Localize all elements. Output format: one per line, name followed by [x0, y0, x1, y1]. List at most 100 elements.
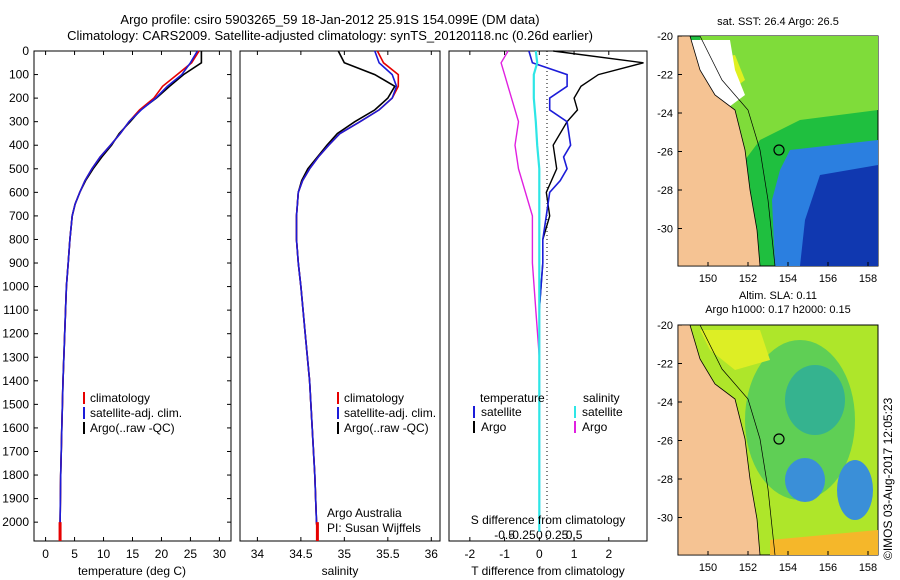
x-tick-label: 10 — [97, 547, 111, 561]
sst-shelf-contour — [699, 35, 776, 267]
depth-tick-labels: 0 100 200 300 400 500 600 700 800 900 1000 1100 1200… — [2, 44, 647, 529]
sla-land — [677, 324, 761, 556]
depth-tick-label: 100 — [9, 68, 29, 82]
depth-tick-label: 200 — [9, 91, 29, 105]
lat-tick-label: -20 — [657, 31, 673, 43]
legend-label-satellite: satellite-adj. clim. — [90, 406, 182, 420]
legend-head-temperature: temperature — [480, 391, 545, 405]
sla-eddy-2 — [785, 458, 825, 502]
x-tick-label: 34.5 — [289, 547, 313, 561]
lat-tick-label: -30 — [657, 513, 673, 525]
lon-tick-label: 156 — [819, 273, 837, 285]
sst-white-missing — [690, 40, 745, 110]
salinity-xlabel: salinity — [322, 564, 359, 578]
temperature-legend: climatology satellite-adj. clim. Argo(..… — [83, 391, 182, 435]
lat-tick-label: -30 — [657, 224, 673, 236]
depth-tick-label: 1600 — [2, 421, 29, 435]
x-tick-label: 15 — [126, 547, 140, 561]
depth-tick-label: 0 — [22, 44, 29, 58]
lon-tick-label: 152 — [739, 562, 757, 574]
salinity-plot-frame — [239, 50, 441, 542]
x-tick-label: -2 — [465, 547, 476, 561]
lat-tick-label: -20 — [657, 320, 673, 332]
sla-map-field — [700, 330, 878, 555]
sla-lat-ticks: -20 -22 -24 -26 -28 -30 — [657, 320, 682, 525]
depth-tick-label: 800 — [9, 232, 29, 246]
sla-eddy-3 — [837, 460, 873, 520]
sla-eddy-1 — [785, 365, 845, 435]
depth-tick-label: 1300 — [2, 350, 29, 364]
salinity-panel: 34 34.5 35 35.5 36 salinity climatology sate… — [239, 50, 441, 578]
imos-timestamp: ©IMOS 03-Aug-2017 12:05:23 — [881, 397, 895, 560]
lat-tick-label: -22 — [657, 70, 673, 82]
lat-tick-label: -24 — [657, 108, 673, 120]
sst-map-title: sat. SST: 26.4 Argo: 26.5 — [717, 16, 839, 28]
sst-lon-ticks: 150 152 154 156 158 — [699, 262, 877, 285]
sst-warm-region — [700, 36, 878, 160]
lon-tick-label: 152 — [739, 273, 757, 285]
depth-tick-label: 1900 — [2, 492, 29, 506]
depth-tick-label: 1800 — [2, 468, 29, 482]
legend-head-salinity: salinity — [583, 391, 620, 405]
x-tick-label: 25 — [184, 547, 198, 561]
argo-position-marker — [773, 144, 785, 156]
argo-position-marker — [773, 433, 785, 445]
lon-tick-label: 154 — [779, 562, 797, 574]
difference-lines — [500, 50, 644, 532]
lat-tick-label: -28 — [657, 185, 673, 197]
difference-panel: -2 -1 0 1 2 -0.5-0.25 0 0.250.5 T difference fr… — [448, 50, 648, 578]
depth-tick-label: 1400 — [2, 374, 29, 388]
sla-map-title-2: Argo h1000: 0.17 h2000: 0.15 — [705, 304, 851, 316]
s-tick-label: 0 — [536, 528, 543, 542]
depth-tick-label: 500 — [9, 162, 29, 176]
s-tick-label: -0.25 — [508, 528, 536, 542]
x-tick-label: 30 — [213, 547, 227, 561]
depth-tick-label: 1500 — [2, 397, 29, 411]
depth-tick-label: 1700 — [2, 444, 29, 458]
depth-tick-label: 900 — [9, 256, 29, 270]
temperature-lines — [58, 50, 203, 541]
temperature-xlabel: temperature (deg C) — [78, 564, 186, 578]
legend-label-satellite: satellite-adj. clim. — [344, 406, 436, 420]
sla-yellow-patch — [700, 330, 770, 370]
lon-tick-label: 150 — [699, 562, 717, 574]
x-tick-label: -1 — [499, 547, 510, 561]
s-tick-label: 0.5 — [566, 528, 583, 542]
depth-tick-label: 1000 — [2, 280, 29, 294]
legend-label-sal-argo: Argo — [582, 420, 608, 434]
series-line-satellite-adj-clim- — [59, 50, 199, 532]
sla-warm-patch — [770, 530, 878, 555]
lat-tick-label: -28 — [657, 474, 673, 486]
difference-legend: temperature salinity satellite Argo sate… — [473, 391, 623, 434]
title-line-2: Climatology: CARS2009. Satellite-adjuste… — [67, 28, 593, 43]
legend-label-temp-satellite: satellite — [481, 405, 522, 419]
x-tick-label: 5 — [71, 547, 78, 561]
lon-tick-label: 158 — [859, 273, 877, 285]
x-tick-label: 36 — [425, 547, 439, 561]
sst-map-field — [690, 36, 878, 266]
legend-label-climatology: climatology — [344, 391, 404, 405]
salinity-lines — [295, 50, 400, 541]
lat-tick-label: -22 — [657, 359, 673, 371]
temperature-panel: 0100200300400500600700800900100011001200… — [2, 44, 647, 578]
x-tick-label: 35 — [338, 547, 352, 561]
sla-map-title-1: Altim. SLA: 0.11 — [738, 290, 818, 302]
lat-tick-label: -26 — [657, 436, 673, 448]
difference-xlabel: T difference from climatology — [471, 564, 625, 578]
temperature-x-ticks: 0 5 10 15 20 25 30 — [42, 51, 226, 561]
s-tick-label: 0.25 — [545, 528, 569, 542]
lon-tick-label: 150 — [699, 273, 717, 285]
difference-x-ticks: -2 -1 0 1 2 -0.5-0.25 0 0.250.5 — [465, 51, 612, 561]
legend-label-temp-argo: Argo — [481, 420, 507, 434]
lon-tick-label: 156 — [819, 562, 837, 574]
x-tick-label: 20 — [155, 547, 169, 561]
depth-tick-label: 400 — [9, 138, 29, 152]
title-line-1: Argo profile: csiro 5903265_59 18-Jan-20… — [120, 12, 540, 27]
depth-tick-label: 1200 — [2, 327, 29, 341]
legend-label-argo: Argo(..raw -QC) — [90, 421, 175, 435]
sst-map: -20 -22 -24 -26 -28 -30 150 152 154 156 158 — [657, 31, 879, 285]
depth-tick-label: 600 — [9, 185, 29, 199]
x-tick-label: 0 — [42, 547, 49, 561]
temperature-plot-frame — [33, 50, 232, 542]
